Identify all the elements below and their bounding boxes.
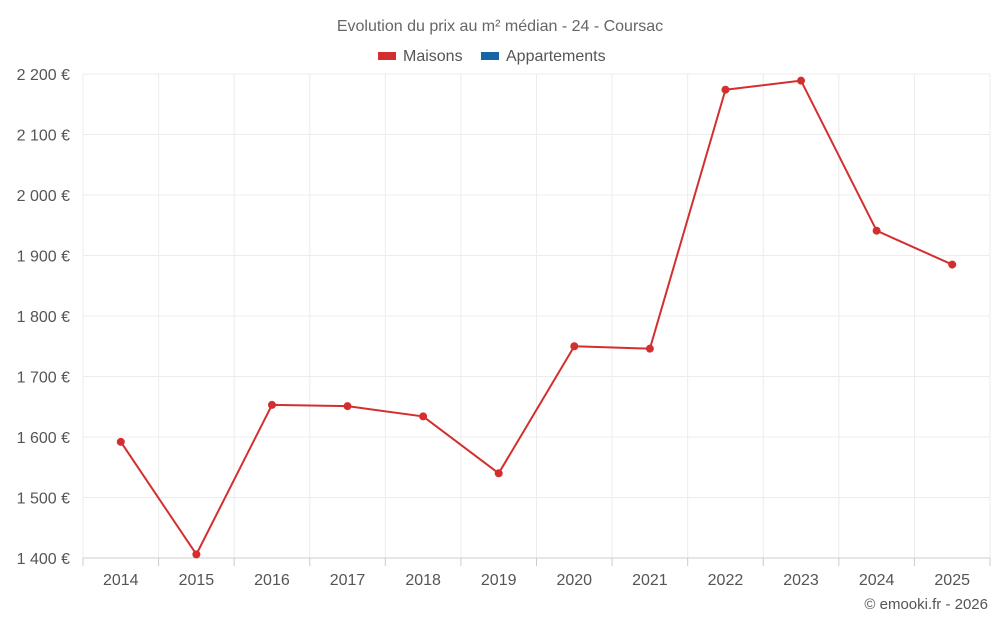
- data-point-2017[interactable]: [343, 402, 352, 411]
- legend-item-maisons[interactable]: Maisons: [378, 48, 463, 65]
- series-maisons: [116, 76, 957, 559]
- x-tick-label: 2025: [934, 572, 970, 589]
- y-tick-label: 1 600 €: [17, 430, 70, 447]
- x-tick-label: 2022: [708, 572, 744, 589]
- x-tick-label: 2014: [103, 572, 139, 589]
- y-tick-label: 1 700 €: [17, 370, 70, 387]
- data-point-2020[interactable]: [570, 342, 579, 351]
- y-tick-label: 1 800 €: [17, 309, 70, 326]
- x-tick-label: 2017: [330, 572, 366, 589]
- data-point-2019[interactable]: [494, 469, 503, 478]
- y-tick-label: 2 200 €: [17, 67, 70, 84]
- x-tick-label: 2015: [179, 572, 215, 589]
- data-point-2015[interactable]: [192, 550, 201, 559]
- x-tick-label: 2016: [254, 572, 290, 589]
- legend-item-appartements[interactable]: Appartements: [481, 48, 606, 65]
- data-point-2025[interactable]: [948, 260, 957, 269]
- data-point-2018[interactable]: [419, 412, 428, 421]
- legend-label-appartements: Appartements: [506, 48, 606, 65]
- data-point-2014[interactable]: [116, 437, 125, 446]
- credit-text: © emooki.fr - 2026: [864, 596, 988, 613]
- y-tick-label: 1 500 €: [17, 491, 70, 508]
- data-point-2021[interactable]: [645, 344, 654, 353]
- x-tick-label: 2021: [632, 572, 668, 589]
- x-axis: 2014 2015 2016 2017 2018 2019 2020 2021 2022 2023…: [82, 557, 991, 589]
- y-tick-label: 2 100 €: [17, 128, 70, 145]
- series-line-maisons: [119, 79, 953, 556]
- grid: [82, 73, 991, 558]
- x-tick-label: 2019: [481, 572, 517, 589]
- y-tick-label: 1 400 €: [17, 551, 70, 568]
- legend-label-maisons: Maisons: [403, 48, 463, 65]
- legend: Maisons Appartements: [378, 48, 606, 65]
- y-axis: 2 200 € 2 100 € 2 000 € 1 900 € 1 800 € 1 700…: [17, 67, 70, 568]
- data-point-2024[interactable]: [872, 226, 881, 235]
- chart-title: Evolution du prix au m² médian - 24 - Co…: [337, 18, 663, 35]
- y-tick-label: 1 900 €: [17, 249, 70, 266]
- legend-swatch-maisons: [378, 52, 396, 60]
- x-tick-label: 2018: [405, 572, 441, 589]
- y-tick-label: 2 000 €: [17, 188, 70, 205]
- data-point-2022[interactable]: [721, 85, 730, 94]
- x-tick-label: 2023: [783, 572, 819, 589]
- x-tick-label: 2024: [859, 572, 895, 589]
- x-tick-label: 2020: [556, 572, 592, 589]
- data-point-2023[interactable]: [797, 76, 806, 85]
- data-point-2016[interactable]: [267, 400, 276, 409]
- legend-swatch-appartements: [481, 52, 499, 60]
